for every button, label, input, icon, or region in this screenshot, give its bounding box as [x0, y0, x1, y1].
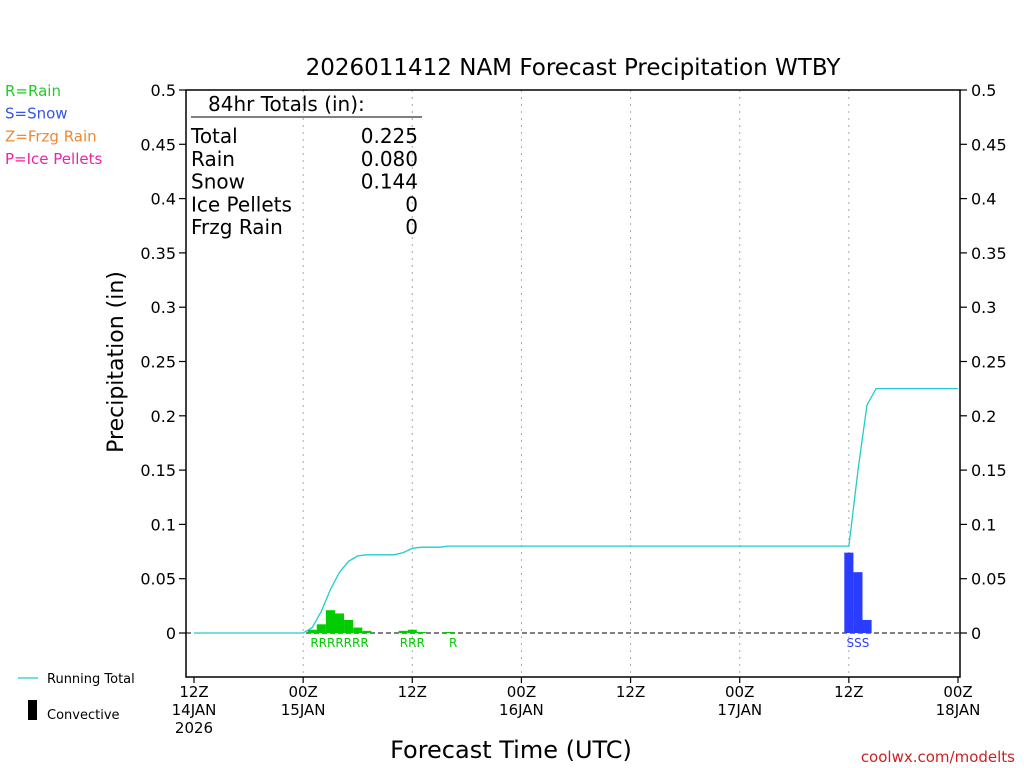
x-tick-time: 12Z: [179, 683, 208, 701]
y-tick-label-right: 0: [971, 624, 981, 643]
y-tick-label-left: 0.2: [151, 407, 176, 426]
x-tick-time: 00Z: [288, 683, 317, 701]
rain-bar: [316, 624, 326, 633]
rain-bar: [416, 631, 426, 633]
totals-row-value: 0.144: [361, 170, 418, 194]
y-tick-label-left: 0.15: [140, 461, 176, 480]
y-tick-label-right: 0.1: [971, 515, 996, 534]
ptype-marker: SSS: [847, 636, 870, 650]
rain-bar: [353, 627, 363, 633]
rain-bar: [307, 629, 317, 633]
y-tick-label-right: 0.2: [971, 407, 996, 426]
totals-row-label: Total: [190, 124, 238, 148]
snow-bar: [853, 572, 863, 633]
rain-bar: [444, 631, 454, 633]
ptype-marker: R: [449, 636, 457, 650]
y-tick-label-left: 0.4: [151, 190, 176, 209]
chart-title: 2026011412 NAM Forecast Precipitation WT…: [306, 55, 842, 81]
totals-row-value: 0: [405, 192, 418, 216]
x-tick-time: 00Z: [725, 683, 754, 701]
rain-bar: [407, 629, 417, 633]
credit-text: coolwx.com/modelts: [861, 748, 1015, 766]
rain-bar: [344, 619, 354, 633]
totals-row-label: Frzg Rain: [191, 215, 283, 239]
plot-frame: [185, 89, 961, 678]
totals-title: 84hr Totals (in):: [208, 92, 365, 116]
y-tick-label-left: 0: [166, 624, 176, 643]
x-tick-time: 12Z: [834, 683, 863, 701]
y-tick-label-left: 0.3: [151, 298, 176, 317]
axes: [18, 89, 967, 720]
running-total-layer: [194, 387, 958, 634]
y-tick-label-left: 0.05: [140, 570, 176, 589]
totals-row-value: 0.225: [361, 124, 418, 148]
totals-row-value: 0: [405, 215, 418, 239]
ptype-legend-item: R=Rain: [5, 82, 61, 100]
y-tick-label-left: 0.1: [151, 515, 176, 534]
y-tick-label-right: 0.15: [971, 461, 1007, 480]
x-tick-time: 12Z: [616, 683, 645, 701]
x-tick-date: 17JAN: [717, 701, 762, 719]
x-tick-time: 12Z: [398, 683, 427, 701]
ptype-legend-item: P=Ice Pellets: [5, 150, 102, 168]
ptype-legend-item: S=Snow: [5, 105, 68, 123]
y-axis-label: Precipitation (in): [104, 271, 129, 453]
x-tick-time: 00Z: [943, 683, 972, 701]
rain-bar: [334, 613, 345, 633]
rain-bar: [398, 630, 408, 633]
ptype-marker: RRRRRRR: [310, 636, 368, 650]
ptype-legend-item: Z=Frzg Rain: [5, 127, 97, 145]
x-tick-date: 18JAN: [936, 701, 981, 719]
running-total-line: [194, 387, 958, 634]
totals-row-label: Snow: [191, 170, 245, 194]
y-tick-label-right: 0.45: [971, 135, 1007, 154]
y-tick-label-right: 0.05: [971, 570, 1007, 589]
y-tick-label-left: 0.45: [140, 135, 176, 154]
y-tick-label-right: 0.5: [971, 81, 996, 100]
x-tick-date: 15JAN: [281, 701, 326, 719]
x-tick-year: 2026: [175, 719, 213, 737]
y-tick-label-right: 0.35: [971, 244, 1007, 263]
x-tick-date: 14JAN: [172, 701, 217, 719]
y-tick-label-left: 0.35: [140, 244, 176, 263]
chart-text: 0 00.05 0.050.1 0.10.15 0.150.2 0.20.25 0.250.…: [5, 55, 1015, 766]
ptype-marker: RRR: [400, 636, 425, 650]
y-tick-label-right: 0.25: [971, 353, 1007, 372]
totals-row-value: 0.080: [361, 147, 418, 171]
y-tick-label-left: 0.25: [140, 353, 176, 372]
x-tick-time: 00Z: [507, 683, 536, 701]
x-tick-date: 16JAN: [499, 701, 544, 719]
legend-block-swatch: [28, 700, 37, 720]
rain-bar: [362, 630, 372, 633]
y-tick-label-left: 0.5: [151, 81, 176, 100]
snow-bar: [862, 619, 872, 633]
y-tick-label-right: 0.4: [971, 190, 996, 209]
legend-label: Convective: [47, 708, 120, 723]
snow-bar: [844, 552, 854, 633]
legend-label: Running Total: [47, 672, 135, 687]
precip-bars: [307, 552, 872, 633]
totals-row-label: Rain: [191, 147, 235, 171]
totals-row-label: Ice Pellets: [191, 192, 292, 216]
grid-lines: [186, 90, 960, 677]
y-tick-label-right: 0.3: [971, 298, 996, 317]
x-axis-label: Forecast Time (UTC): [390, 736, 632, 764]
rain-bar: [325, 610, 335, 633]
